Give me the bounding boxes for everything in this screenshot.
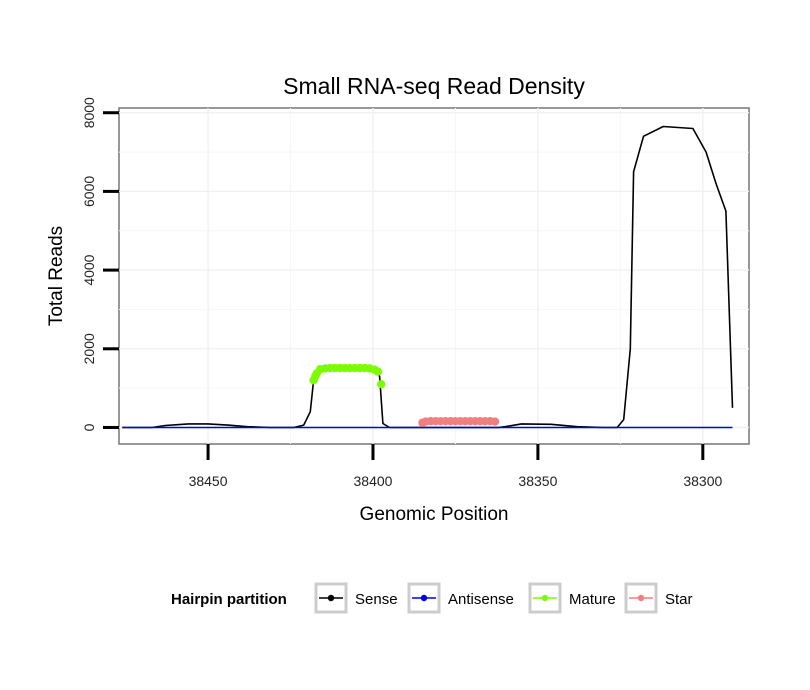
x-tick-label: 38300 <box>683 473 722 489</box>
x-tick-label: 38350 <box>518 473 557 489</box>
legend-title: Hairpin partition <box>171 591 287 608</box>
legend-point-star <box>637 594 645 602</box>
mature-point <box>373 367 383 376</box>
y-tick-label: 8000 <box>81 97 97 128</box>
y-tick-label: 2000 <box>81 333 97 364</box>
x-tick-label: 38450 <box>189 473 228 489</box>
legend-label-antisense: Antisense <box>448 591 514 608</box>
axes: 38450 38400 38350 38300 0 2000 4000 6000 8000 <box>81 97 722 489</box>
mature-point <box>377 379 386 389</box>
legend-point-mature <box>541 594 549 602</box>
legend-point-sense <box>327 594 335 602</box>
y-tick-label: 4000 <box>81 254 97 285</box>
legend: Sense Antisense Mature Star <box>314 582 693 614</box>
chart-title: Small RNA-seq Read Density <box>283 73 585 99</box>
star-point <box>490 417 500 426</box>
legend-label-star: Star <box>665 591 693 608</box>
x-tick-label: 38400 <box>354 473 393 489</box>
legend-label-sense: Sense <box>355 591 398 608</box>
legend-point-antisense <box>420 594 428 602</box>
plot-panel <box>118 107 750 445</box>
y-axis-title: Total Reads <box>46 226 67 326</box>
y-tick-label: 0 <box>81 423 97 431</box>
legend-label-mature: Mature <box>569 591 616 608</box>
y-tick-label: 6000 <box>81 176 97 207</box>
series-layer <box>122 125 734 429</box>
x-axis-title: Genomic Position <box>360 504 509 525</box>
